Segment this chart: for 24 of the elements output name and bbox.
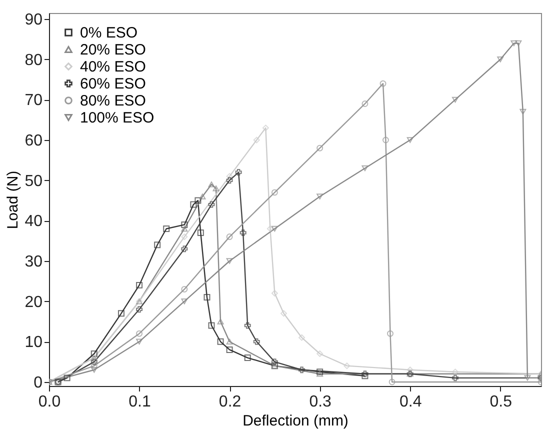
legend-label: 60% ESO bbox=[80, 76, 146, 92]
x-tick-label: 0.3 bbox=[309, 394, 332, 410]
legend-label: 100% ESO bbox=[80, 110, 154, 126]
y-tick-label: 20 bbox=[24, 294, 43, 311]
x-axis-title: Deflection (mm) bbox=[242, 412, 348, 430]
x-tick-label: 0.2 bbox=[218, 394, 242, 410]
y-tick-label: 60 bbox=[24, 132, 43, 150]
y-tick-label: 80 bbox=[24, 52, 43, 69]
legend-label: 0% ESO bbox=[80, 24, 138, 42]
y-tick-label: 90 bbox=[24, 12, 43, 29]
legend-label: 20% ESO bbox=[80, 42, 146, 58]
legend-label: 80% ESO bbox=[80, 92, 146, 110]
y-tick-label: 40 bbox=[24, 213, 43, 230]
y-tick-label: 70 bbox=[24, 92, 43, 110]
legend-label: 40% ESO bbox=[80, 58, 146, 76]
y-tick-label: 50 bbox=[24, 172, 43, 190]
y-tick-label: 0 bbox=[34, 374, 43, 392]
x-tick-label: 0.0 bbox=[38, 394, 61, 410]
y-axis-title: Load (N) bbox=[4, 170, 22, 230]
x-tick-label: 0.1 bbox=[128, 394, 151, 410]
y-tick-label: 10 bbox=[24, 334, 43, 352]
x-tick-label: 0.4 bbox=[399, 394, 422, 410]
y-tick-label: 30 bbox=[24, 253, 43, 270]
x-tick-label: 0.5 bbox=[490, 394, 512, 410]
